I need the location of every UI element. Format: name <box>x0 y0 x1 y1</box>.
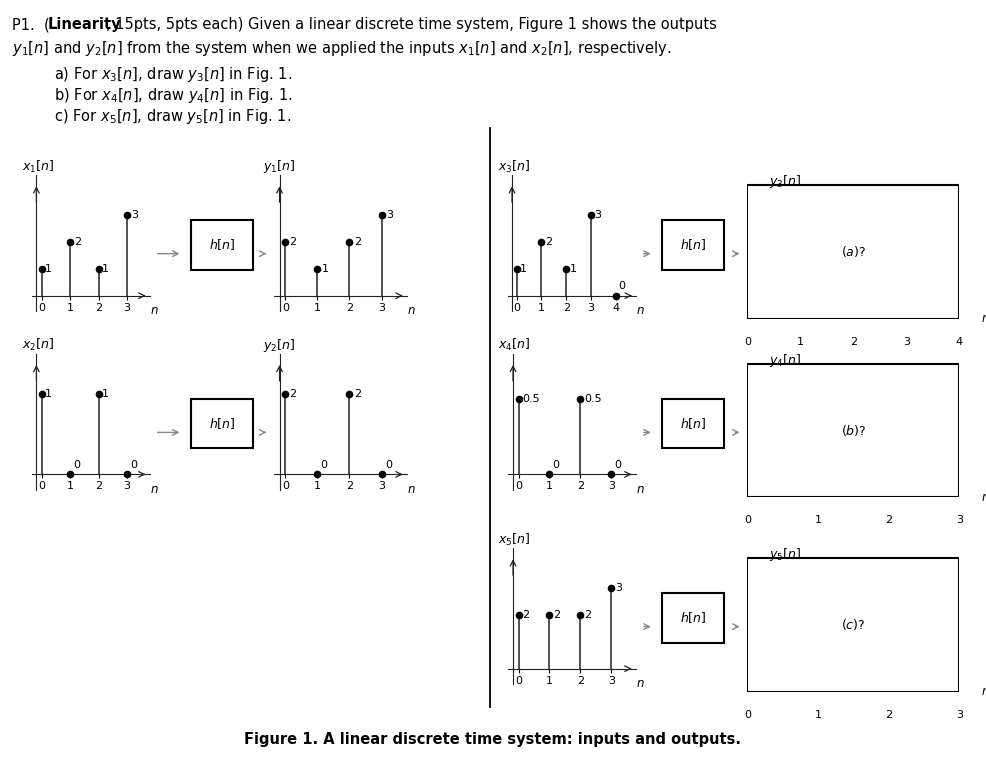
Text: 1: 1 <box>520 264 527 274</box>
Text: 1: 1 <box>45 264 52 274</box>
Text: 0: 0 <box>130 459 137 469</box>
Text: 3: 3 <box>595 210 601 220</box>
Text: $y_1[n]$: $y_1[n]$ <box>263 158 296 175</box>
Text: $h[n]$: $h[n]$ <box>680 416 706 431</box>
Text: $x_5[n]$: $x_5[n]$ <box>498 531 529 548</box>
Text: 0: 0 <box>743 515 751 525</box>
Text: 1: 1 <box>570 264 577 274</box>
Text: 1: 1 <box>797 336 804 347</box>
Text: , 15pts, 5pts each) Given a linear discrete time system, Figure 1 shows the outp: , 15pts, 5pts each) Given a linear discr… <box>106 17 718 32</box>
Text: $x_4[n]$: $x_4[n]$ <box>498 337 529 354</box>
Text: 0.5: 0.5 <box>523 394 540 404</box>
Text: 3: 3 <box>955 709 963 720</box>
Text: 2: 2 <box>74 237 81 247</box>
Text: 2: 2 <box>354 388 361 399</box>
Text: 1: 1 <box>321 264 328 274</box>
FancyBboxPatch shape <box>663 220 724 270</box>
FancyBboxPatch shape <box>747 364 959 497</box>
Text: $x_1[n]$: $x_1[n]$ <box>22 159 54 175</box>
Text: 2: 2 <box>850 336 857 347</box>
Text: $h[n]$: $h[n]$ <box>680 610 706 625</box>
Text: $n$: $n$ <box>980 312 986 325</box>
Text: 3: 3 <box>955 515 963 525</box>
Text: 0: 0 <box>320 459 327 469</box>
Text: 0: 0 <box>385 459 391 469</box>
Text: 2: 2 <box>290 388 297 399</box>
Text: 1: 1 <box>103 264 109 274</box>
Text: n: n <box>637 304 644 317</box>
FancyBboxPatch shape <box>663 399 724 448</box>
Text: $x_2[n]$: $x_2[n]$ <box>22 337 54 354</box>
Text: a) For $x_3[n]$, draw $y_3[n]$ in Fig. 1.: a) For $x_3[n]$, draw $y_3[n]$ in Fig. 1… <box>54 65 293 84</box>
FancyBboxPatch shape <box>747 558 959 692</box>
Text: $(b)?$: $(b)?$ <box>841 423 866 438</box>
Text: 0: 0 <box>743 336 751 347</box>
Text: $y_2[n]$: $y_2[n]$ <box>263 336 296 354</box>
Text: 2: 2 <box>290 237 297 247</box>
Text: 2: 2 <box>354 237 361 247</box>
FancyBboxPatch shape <box>191 220 252 270</box>
Text: 2: 2 <box>885 515 892 525</box>
Text: n: n <box>151 304 158 317</box>
Text: 2: 2 <box>553 610 561 620</box>
Text: c) For $x_5[n]$, draw $y_5[n]$ in Fig. 1.: c) For $x_5[n]$, draw $y_5[n]$ in Fig. 1… <box>54 107 292 126</box>
Text: $y_1[n]$ and $y_2[n]$ from the system when we applied the inputs $x_1[n]$ and $x: $y_1[n]$ and $y_2[n]$ from the system wh… <box>12 39 671 57</box>
Text: $y_4[n]$: $y_4[n]$ <box>769 352 801 369</box>
Text: 1: 1 <box>103 388 109 399</box>
Text: n: n <box>637 483 644 496</box>
Text: 3: 3 <box>131 210 138 220</box>
Text: n: n <box>151 483 158 496</box>
Text: 1: 1 <box>814 709 821 720</box>
Text: 0.5: 0.5 <box>585 394 602 404</box>
Text: $x_3[n]$: $x_3[n]$ <box>498 159 529 175</box>
Text: 1: 1 <box>814 515 821 525</box>
Text: $n$: $n$ <box>980 685 986 698</box>
Text: Figure 1. A linear discrete time system: inputs and outputs.: Figure 1. A linear discrete time system:… <box>245 733 741 747</box>
Text: 3: 3 <box>903 336 910 347</box>
Text: $n$: $n$ <box>980 491 986 503</box>
Text: $h[n]$: $h[n]$ <box>209 237 235 253</box>
Text: n: n <box>637 677 644 690</box>
Text: n: n <box>408 304 415 317</box>
Text: 3: 3 <box>615 583 622 593</box>
Text: Linearity: Linearity <box>47 17 121 32</box>
Text: 0: 0 <box>614 459 621 469</box>
Text: 0: 0 <box>743 709 751 720</box>
Text: 0: 0 <box>618 280 625 291</box>
Text: 0: 0 <box>552 459 560 469</box>
Text: P1.  (: P1. ( <box>12 17 49 32</box>
Text: 1: 1 <box>45 388 52 399</box>
Text: 2: 2 <box>585 610 592 620</box>
Text: $h[n]$: $h[n]$ <box>209 416 235 431</box>
FancyBboxPatch shape <box>191 399 252 448</box>
Text: $y_5[n]$: $y_5[n]$ <box>769 546 801 563</box>
FancyBboxPatch shape <box>663 593 724 643</box>
Text: 2: 2 <box>544 237 552 247</box>
Text: b) For $x_4[n]$, draw $y_4[n]$ in Fig. 1.: b) For $x_4[n]$, draw $y_4[n]$ in Fig. 1… <box>54 86 293 105</box>
Text: 3: 3 <box>386 210 392 220</box>
Text: 2: 2 <box>523 610 529 620</box>
Text: $(a)?$: $(a)?$ <box>841 245 866 260</box>
Text: $h[n]$: $h[n]$ <box>680 237 706 253</box>
Text: 0: 0 <box>73 459 80 469</box>
Text: 2: 2 <box>885 709 892 720</box>
FancyBboxPatch shape <box>747 185 959 319</box>
Text: 4: 4 <box>955 336 963 347</box>
Text: n: n <box>408 483 415 496</box>
Text: $(c)?$: $(c)?$ <box>841 618 866 632</box>
Text: $y_3[n]$: $y_3[n]$ <box>769 173 801 190</box>
